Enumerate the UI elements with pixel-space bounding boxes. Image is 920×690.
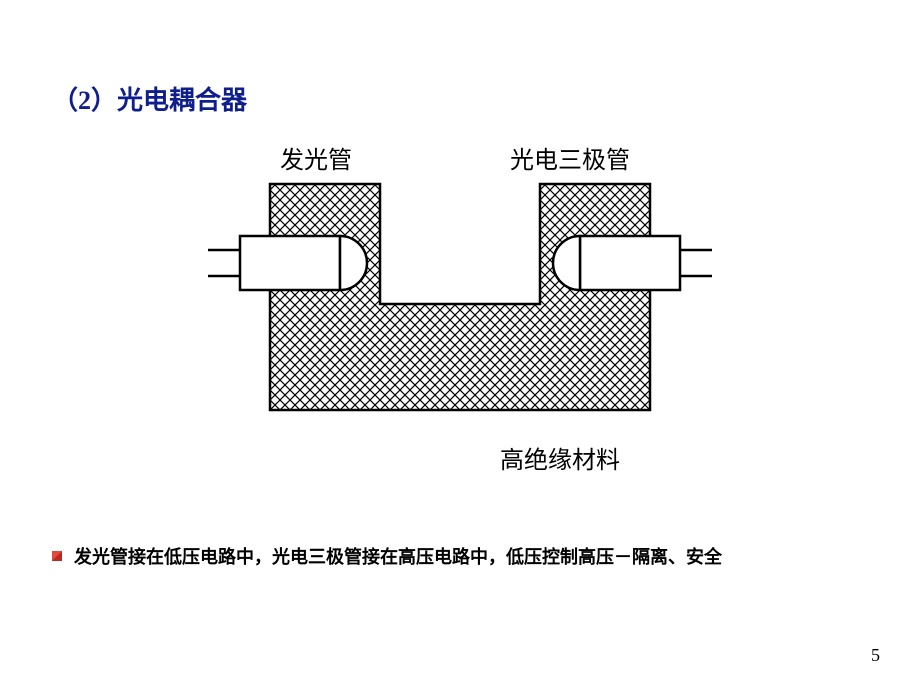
diagram-svg (200, 140, 720, 470)
optocoupler-diagram: 发光管 光电三极管 高绝缘材料 (200, 140, 720, 470)
section-heading: （2）光电耦合器 (52, 80, 247, 117)
label-phototransistor: 光电三极管 (510, 140, 630, 175)
bullet-text: 发光管接在低压电路中，光电三极管接在高压电路中，低压控制高压－隔离、安全 (52, 538, 868, 578)
phototransistor-package (553, 236, 712, 290)
label-insulator: 高绝缘材料 (500, 440, 620, 475)
label-led: 发光管 (280, 140, 352, 175)
led-package (208, 236, 367, 290)
insulator-body (270, 184, 650, 410)
page-number: 5 (871, 645, 880, 666)
